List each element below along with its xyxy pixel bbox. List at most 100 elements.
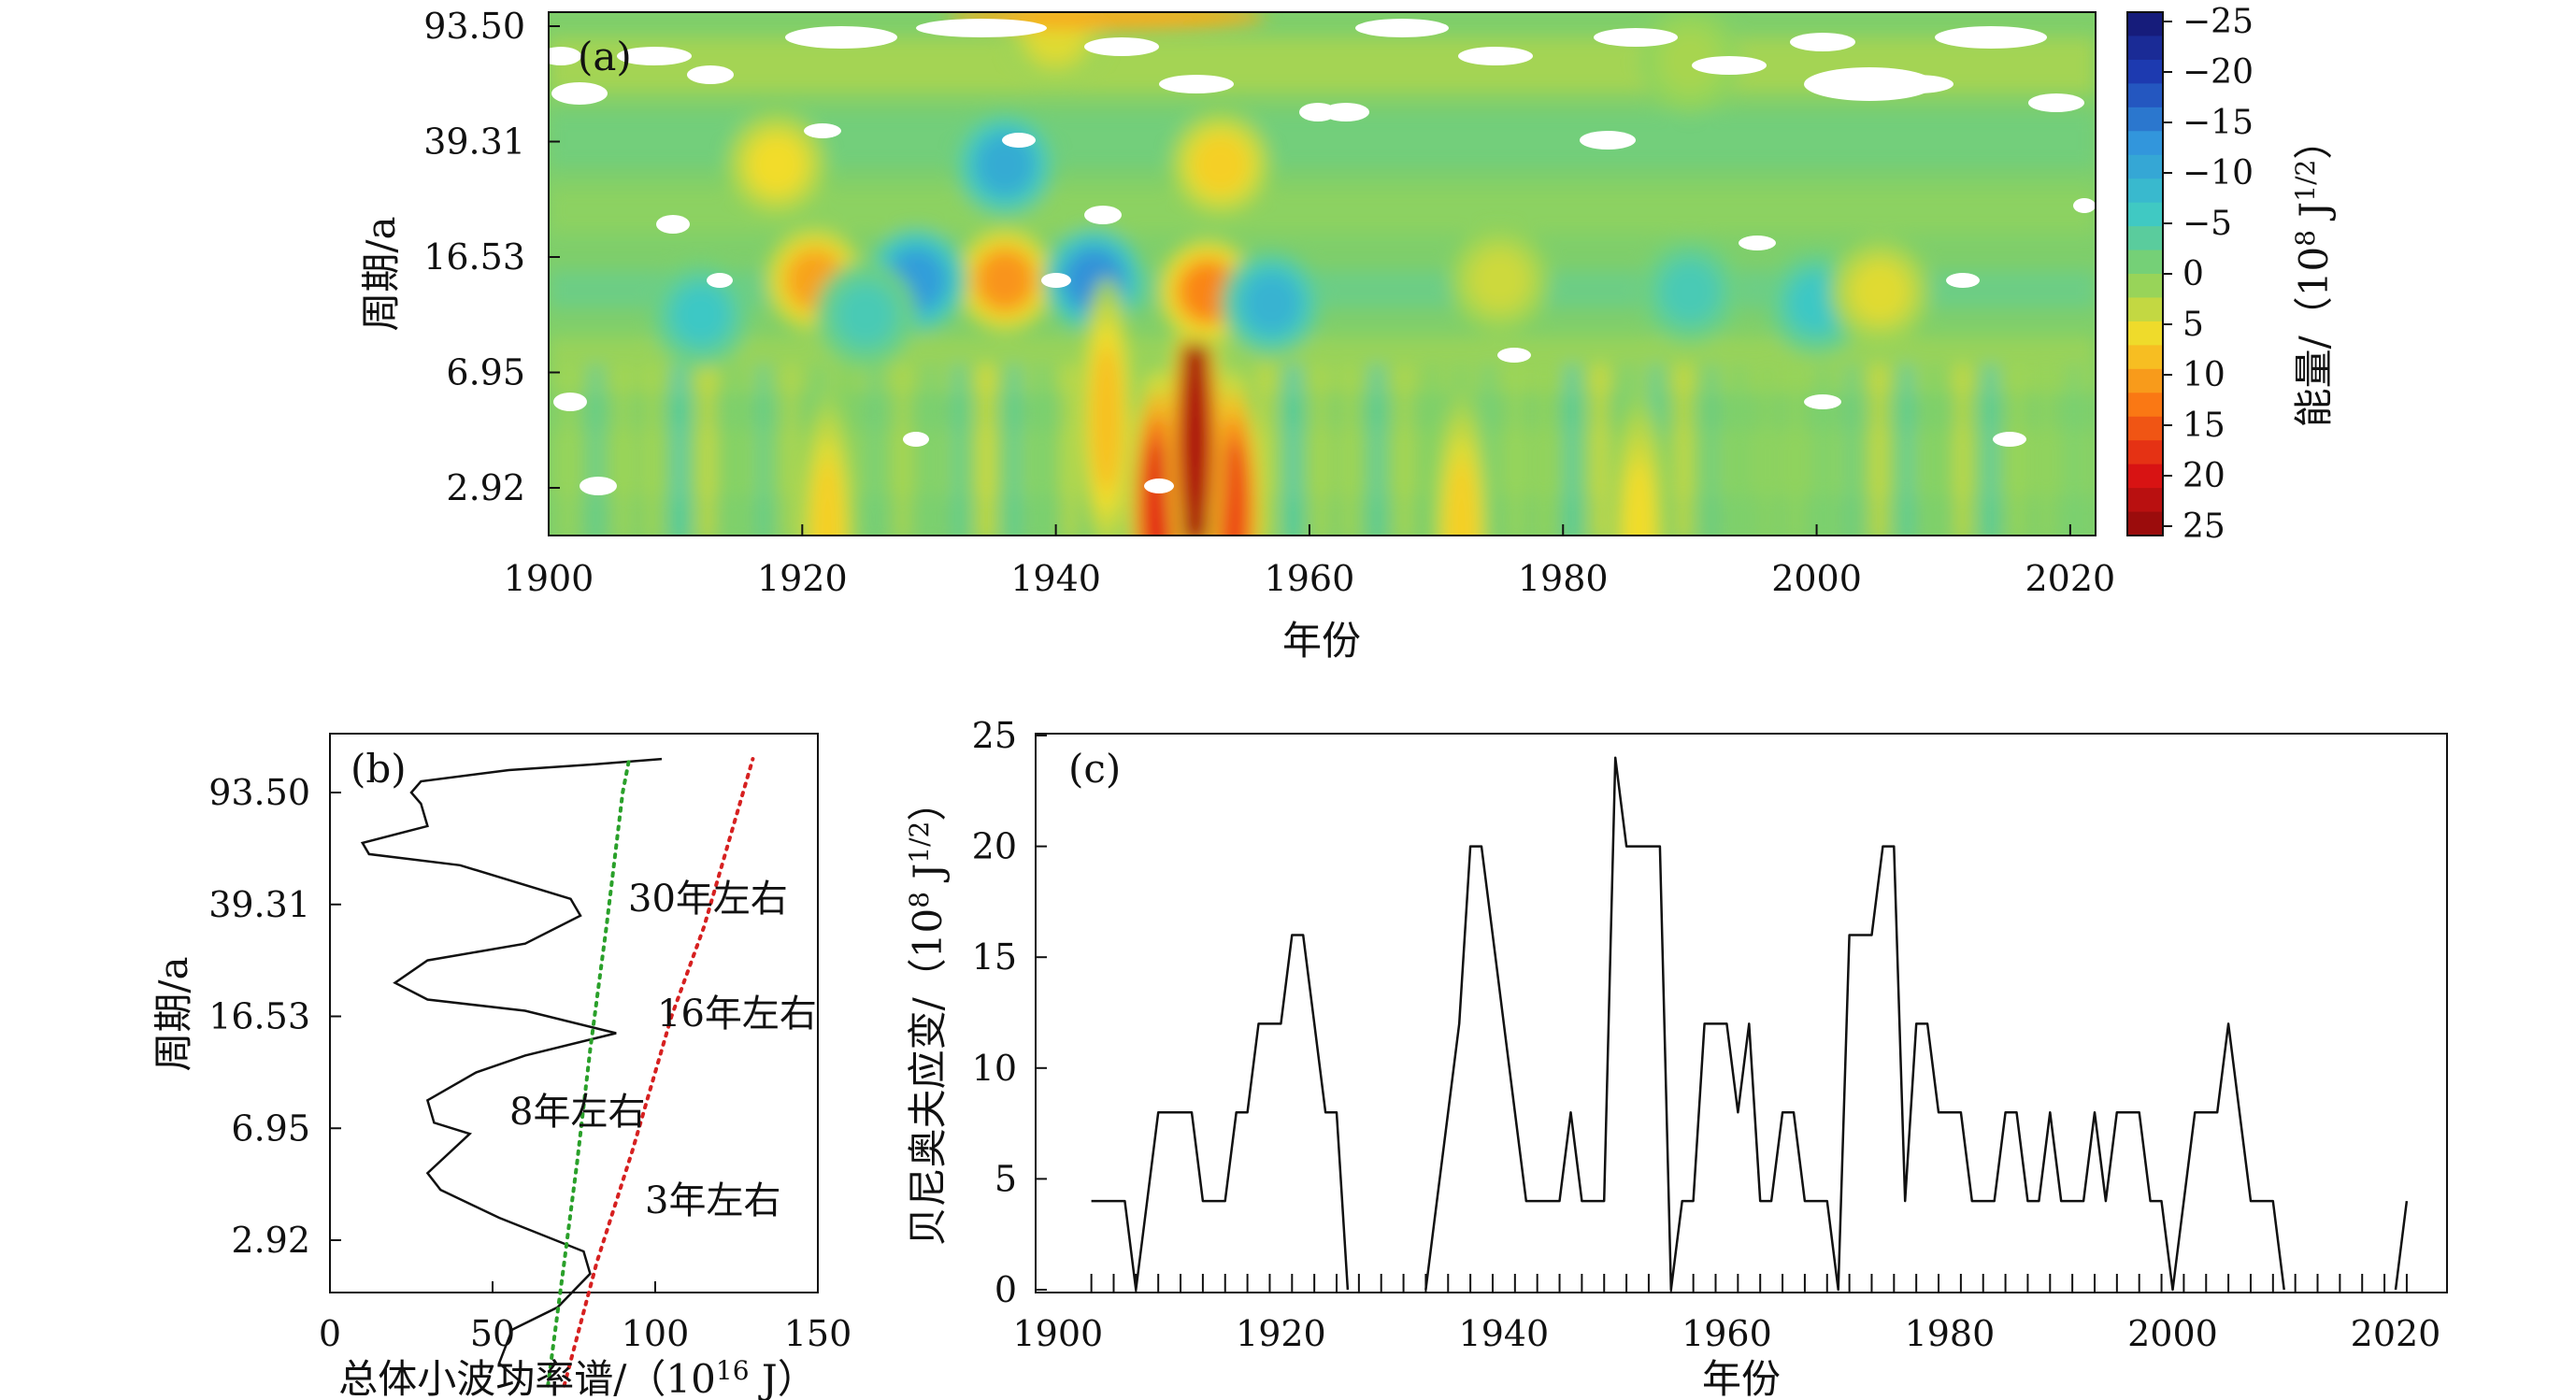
heatmap-stripe (617, 364, 631, 536)
heatmap-mask (916, 19, 1047, 37)
panel-a-y-tick-label: 93.50 (423, 6, 525, 47)
panel-b-y-axis: 93.50 39.31 16.53 6.95 2.92 (208, 772, 341, 1261)
colorbar-step (2127, 107, 2163, 132)
panel-c-y-tick-label: 5 (995, 1158, 1017, 1199)
heatmap-blob (1219, 438, 1248, 536)
heatmap-blob (979, 252, 1032, 308)
heatmap-masked-regions (549, 19, 2096, 495)
heatmap-stripe (2039, 364, 2054, 536)
heatmap-mask (1804, 67, 1935, 101)
panel-b-x-tick-label: 100 (622, 1313, 690, 1354)
heatmap-mask (580, 477, 617, 495)
panel-b-x-label-main: 总体小波功率谱/（10 (338, 1356, 716, 1400)
heatmap-mask (1355, 19, 1449, 37)
colorbar-tick-label: 5 (2182, 306, 2204, 344)
panel-c-y-tick-label: 10 (972, 1048, 1017, 1089)
panel-b-line-red-dotted (562, 757, 755, 1388)
heatmap-mask (2028, 93, 2084, 112)
colorbar-step (2127, 416, 2163, 441)
heatmap-blob (1447, 462, 1477, 536)
heatmap-mask (804, 123, 841, 138)
heatmap-mask (1790, 33, 1855, 51)
heatmap-mask (656, 215, 690, 234)
panel-c-x-tick-label: 1980 (1905, 1313, 1996, 1354)
panel-c-event-ticks (1090, 1274, 2408, 1293)
panel-b-x-label-end: J） (750, 1356, 817, 1400)
heatmap-stripe (1538, 364, 1552, 536)
colorbar-step (2127, 511, 2163, 536)
panel-c-y-tick-label: 15 (972, 936, 1017, 978)
panel-c-y-axis: 0 5 10 15 20 25 (972, 715, 1047, 1310)
heatmap-stripe (1677, 364, 1691, 536)
heatmap-mask (1084, 37, 1159, 56)
heatmap-stripe (980, 364, 994, 536)
panel-b-y-label: 周期/a (150, 956, 196, 1071)
colorbar-step (2127, 154, 2163, 179)
heatmap-stripe (1063, 364, 1077, 536)
panel-b-x-label: 总体小波功率谱/（1016 J） (338, 1355, 816, 1400)
colorbar-step (2127, 59, 2163, 84)
panel-c-x-axis: 1900 1920 1940 1960 1980 2000 2020 (1012, 1313, 2440, 1354)
panel-c-y-label-unit: J (905, 864, 951, 892)
panel-a-x-tick-label: 2000 (1771, 558, 1862, 599)
heatmap-mask (1497, 348, 1531, 363)
heatmap-stripe (1927, 364, 1941, 536)
panel-c-y-label-main: 贝尼奥夫应变/（10 (905, 908, 951, 1247)
panel-c-x-tick-label: 2000 (2127, 1313, 2218, 1354)
colorbar-step (2127, 393, 2163, 418)
panel-b-x-tick-label: 50 (470, 1313, 515, 1354)
heatmap-stripe (1844, 364, 1858, 536)
heatmap-mask (1002, 133, 1036, 148)
heatmap-mask (1580, 131, 1636, 150)
colorbar-step (2127, 202, 2163, 227)
colorbar-ticks: −25 −20 −15 −10 −5 0 5 10 15 20 25 (2163, 3, 2254, 546)
heatmap-stripe (784, 364, 798, 536)
heatmap-stripe (756, 364, 770, 536)
heatmap-stripe (1955, 364, 1969, 536)
heatmap-mask (1935, 26, 2047, 49)
heatmap-stripe (1008, 364, 1022, 536)
panel-c-x-tick-label: 1960 (1682, 1313, 1772, 1354)
colorbar-step (2127, 345, 2163, 370)
heatmap-blob (674, 287, 727, 343)
heatmap-blob (1473, 252, 1526, 308)
colorbar-step (2127, 250, 2163, 275)
heatmap-mask (1993, 432, 2026, 447)
heatmap-mask (1739, 236, 1776, 250)
panel-c-series (1091, 756, 2409, 1292)
colorbar-tick-label: 25 (2182, 507, 2225, 546)
heatmap-mask (551, 82, 608, 105)
panel-b-line-green-dotted (546, 757, 632, 1388)
colorbar-tick-label: 15 (2182, 407, 2225, 445)
heatmap-stripe (1397, 364, 1411, 536)
heatmap-mask (1144, 479, 1174, 493)
annotation-3-years: 3年左右 (645, 1179, 780, 1222)
colorbar-step (2127, 440, 2163, 465)
panel-a-x-tick-label: 1960 (1265, 558, 1355, 599)
panel-c-y-tick-label: 0 (995, 1269, 1017, 1310)
colorbar-step (2127, 12, 2163, 36)
heatmap-mask (1946, 273, 1980, 288)
colorbar-label-end: ） (2291, 121, 2337, 160)
panel-b-x-tick-label: 150 (784, 1313, 852, 1354)
heatmap-mask (617, 47, 692, 65)
heatmap-mask (785, 26, 897, 49)
heatmap-mask (1692, 56, 1767, 75)
panel-c-x-tick-label: 1920 (1236, 1313, 1326, 1354)
heatmap-mask (1594, 28, 1678, 47)
panel-a-x-tick-label: 1980 (1518, 558, 1609, 599)
heatmap-stripe (867, 364, 881, 536)
panel-b-line-solid (360, 757, 663, 1387)
colorbar-step (2127, 368, 2163, 393)
heatmap-mask (1804, 394, 1841, 409)
heatmap-stripe (1565, 364, 1579, 536)
panel-a-frame (548, 11, 2097, 536)
colorbar-step (2127, 179, 2163, 204)
panel-a-y-tick-label: 16.53 (423, 236, 525, 278)
heatmap-stripe (952, 364, 966, 536)
panel-b-label: (b) (351, 746, 407, 792)
colorbar-label: 能量/（108 J1/2） (2290, 121, 2337, 428)
panel-a-y-tick-label: 6.95 (446, 352, 525, 393)
heatmap-blob (1663, 264, 1716, 320)
